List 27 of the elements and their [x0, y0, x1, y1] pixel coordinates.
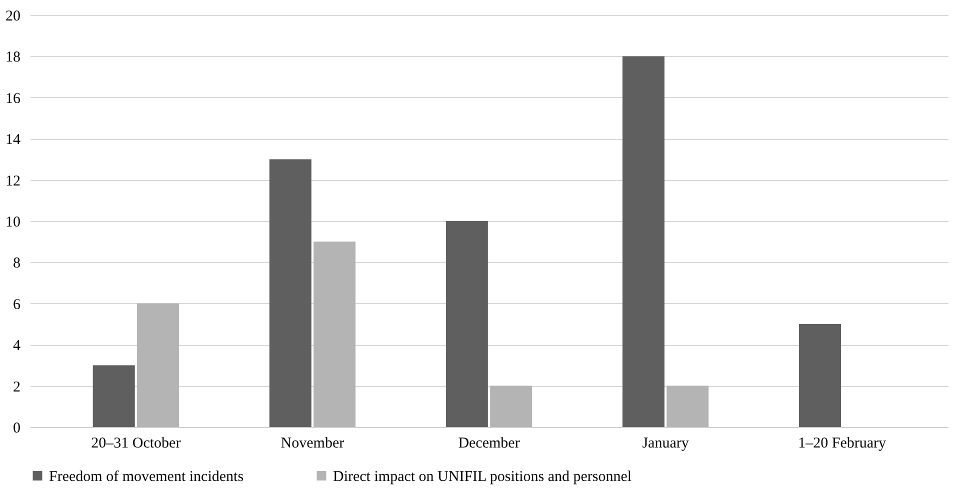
y-tick-label: 2: [13, 379, 20, 396]
x-tick-label: 20–31 October: [91, 436, 181, 452]
x-tick-label: December: [458, 436, 520, 452]
legend-label: Direct impact on UNIFIL positions and personnel: [333, 468, 632, 485]
y-tick-label: 20: [6, 8, 20, 24]
bar: [799, 324, 842, 427]
bar: [622, 56, 664, 427]
x-tick-label: 1–20 February: [798, 436, 887, 452]
bar: [136, 303, 179, 427]
y-tick-label: 14: [6, 132, 21, 148]
y-tick-label: 0: [13, 420, 20, 436]
bar: [314, 242, 356, 427]
y-tick-label: 6: [13, 296, 21, 313]
y-tick-label: 12: [6, 173, 20, 190]
bar: [446, 221, 488, 427]
y-tick-label: 8: [13, 256, 20, 272]
x-tick-label: November: [280, 436, 344, 452]
y-tick-label: 10: [6, 214, 20, 230]
legend-label: Freedom of movement incidents: [49, 468, 244, 485]
y-tick-label: 4: [13, 338, 21, 354]
bar: [269, 159, 312, 427]
y-tick-label: 18: [6, 50, 20, 66]
bar: [92, 365, 135, 427]
bar: [666, 386, 709, 427]
bar: [490, 386, 532, 427]
y-tick-label: 16: [6, 90, 21, 107]
x-tick-label: January: [642, 436, 690, 452]
